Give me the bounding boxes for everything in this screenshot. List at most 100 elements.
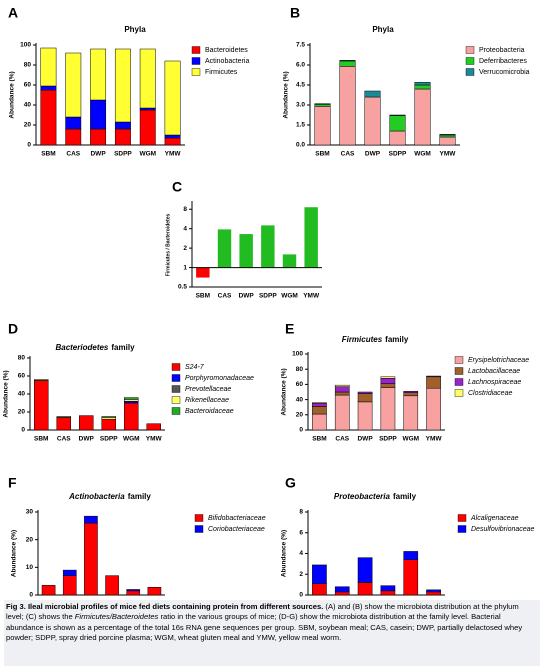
chart-title: Phyla bbox=[372, 25, 394, 34]
bar-segment bbox=[380, 585, 396, 592]
chart-title: Proteobacteria family bbox=[334, 492, 417, 501]
bar-segment bbox=[439, 136, 456, 146]
title-plain: family bbox=[128, 492, 152, 501]
legend-label: Deferribacteres bbox=[479, 58, 527, 65]
legend-swatch bbox=[465, 46, 475, 54]
x-tick-label: DWP bbox=[90, 151, 106, 158]
legend-label: Bacteroidetes bbox=[205, 47, 248, 54]
y-tick-label: 60 bbox=[18, 373, 26, 380]
legend-swatch bbox=[465, 68, 475, 76]
bar bbox=[217, 229, 232, 268]
y-tick-label: 0 bbox=[299, 427, 303, 434]
x-tick-label: SDPP bbox=[379, 436, 397, 443]
x-tick-label: CAS bbox=[335, 436, 349, 443]
bar-segment bbox=[124, 399, 139, 402]
legend-swatch bbox=[171, 396, 181, 404]
x-tick-label: DWP bbox=[357, 436, 373, 443]
panel-letter: E bbox=[285, 321, 294, 337]
bar-segment bbox=[426, 387, 441, 431]
title-italic: Actinobacteria bbox=[68, 492, 125, 501]
y-tick-label: 1 bbox=[183, 264, 187, 271]
legend-label: Desulfovibrionaceae bbox=[471, 526, 535, 533]
x-tick-label: CAS bbox=[218, 293, 232, 300]
y-tick-label: 80 bbox=[24, 62, 32, 69]
bar-segment bbox=[357, 557, 373, 583]
bar-segment bbox=[334, 386, 350, 393]
bar-segment bbox=[114, 48, 131, 123]
legend-swatch bbox=[171, 407, 181, 415]
bar-segment bbox=[380, 590, 396, 596]
bar-segment bbox=[90, 99, 107, 130]
bar-segment bbox=[164, 137, 181, 146]
legend-swatch bbox=[191, 57, 201, 65]
y-tick-label: 2 bbox=[299, 571, 303, 578]
bar-segment bbox=[124, 397, 139, 400]
panel-letter: F bbox=[8, 475, 17, 491]
legend-label: Erysipelotrichaceae bbox=[468, 357, 529, 364]
y-tick-label: 20 bbox=[26, 536, 34, 543]
x-tick-label: CAS bbox=[57, 436, 71, 443]
bar-segment bbox=[439, 134, 456, 136]
bar-segment bbox=[139, 109, 156, 146]
x-tick-label: SDPP bbox=[259, 293, 277, 300]
bar-segment bbox=[65, 52, 82, 118]
y-tick-label: 0.0 bbox=[296, 142, 305, 149]
bar bbox=[261, 225, 275, 268]
legend-swatch bbox=[171, 363, 181, 371]
legend-label: Alcaligenaceae bbox=[470, 515, 519, 522]
bar-segment bbox=[84, 522, 98, 596]
bar-segment bbox=[114, 121, 131, 130]
bar-segment bbox=[334, 384, 350, 387]
bar-segment bbox=[357, 393, 373, 403]
bar-segment bbox=[334, 591, 350, 596]
legend-label: S24-7 bbox=[185, 364, 205, 371]
bar-segment bbox=[139, 48, 156, 109]
bar-segment bbox=[357, 391, 373, 394]
bar-segment bbox=[105, 575, 119, 596]
legend-label: Actinobacteria bbox=[205, 58, 249, 65]
x-tick-label: SBM bbox=[312, 436, 326, 443]
bar-segment bbox=[357, 401, 373, 431]
x-tick-label: YMW bbox=[426, 436, 443, 443]
x-tick-label: WGM bbox=[281, 293, 298, 300]
y-tick-label: 7.5 bbox=[296, 42, 305, 49]
bar-segment bbox=[40, 85, 57, 91]
bar-segment bbox=[164, 60, 181, 136]
legend-swatch bbox=[454, 356, 464, 364]
x-tick-label: WGM bbox=[414, 151, 431, 158]
bar-segment bbox=[56, 416, 71, 418]
y-tick-label: 0 bbox=[299, 592, 303, 599]
legend-label: Firmicutes bbox=[205, 69, 238, 76]
bar-segment bbox=[62, 569, 77, 576]
legend-swatch bbox=[171, 385, 181, 393]
bar-segment bbox=[101, 417, 116, 420]
x-tick-label: SDPP bbox=[389, 151, 407, 158]
legend-swatch bbox=[191, 46, 201, 54]
y-tick-label: 4.5 bbox=[296, 82, 305, 89]
panel-letter: G bbox=[285, 475, 296, 491]
y-tick-label: 1.5 bbox=[296, 122, 305, 129]
y-axis-label: Abundance (%) bbox=[11, 530, 18, 577]
chart-title: Bacteriodetes family bbox=[55, 343, 135, 352]
x-tick-label: SBM bbox=[34, 436, 48, 443]
y-axis-label: Abundance (%) bbox=[3, 370, 10, 417]
bar bbox=[196, 267, 210, 278]
legend-label: Rikenellaceae bbox=[185, 397, 229, 404]
bar-segment bbox=[146, 423, 161, 431]
bar-segment bbox=[79, 415, 94, 431]
y-tick-label: 0 bbox=[27, 142, 31, 149]
y-tick-label: 20 bbox=[296, 412, 304, 419]
x-tick-label: WGM bbox=[123, 436, 140, 443]
bar-segment bbox=[139, 107, 156, 111]
y-tick-label: 2 bbox=[183, 245, 187, 252]
bar-segment bbox=[147, 587, 162, 596]
bar-segment bbox=[314, 104, 331, 107]
legend-swatch bbox=[454, 378, 464, 386]
y-tick-label: 80 bbox=[296, 366, 304, 373]
y-axis-label: Abundance (%) bbox=[281, 368, 288, 415]
y-tick-label: 20 bbox=[24, 122, 32, 129]
bar-segment bbox=[65, 128, 82, 146]
x-tick-label: WGM bbox=[402, 436, 419, 443]
legend-label: Coriobacteriaceae bbox=[208, 526, 265, 533]
bar-segment bbox=[90, 48, 107, 101]
